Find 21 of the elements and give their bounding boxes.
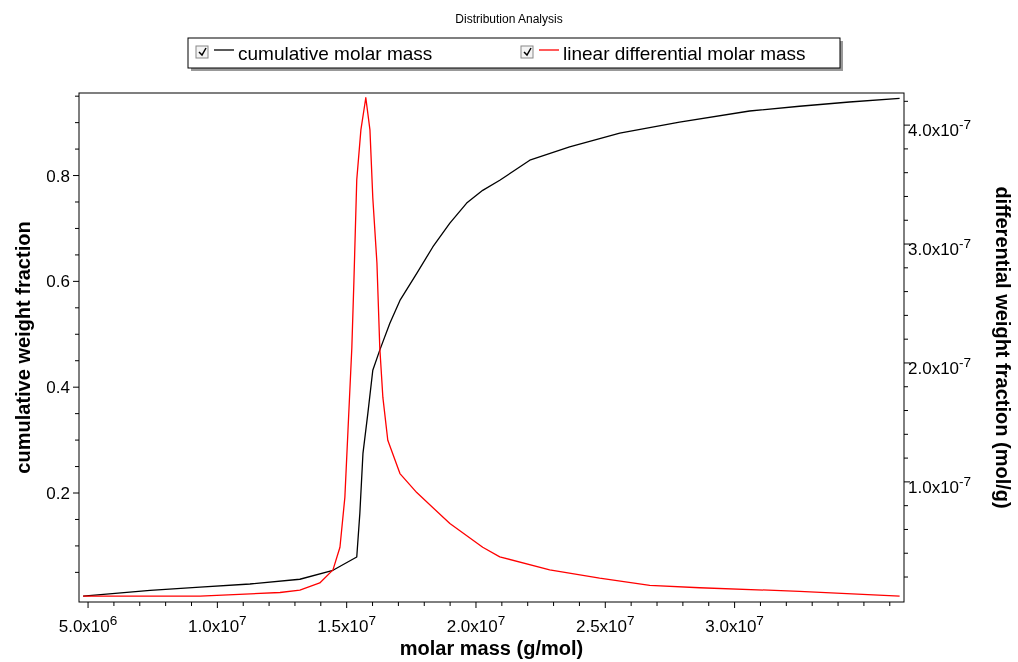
line-series bbox=[82, 97, 901, 597]
y2-tick-label: 2.0x10$^{-7}$ bbox=[908, 354, 972, 378]
x-tick-label: 2.5x10$^{7}$ bbox=[575, 612, 635, 636]
x-tick-label: 1.0x10$^{7}$ bbox=[188, 612, 247, 636]
x-tick-label: 3.0x10$^{7}$ bbox=[705, 612, 764, 636]
y-tick-label: 0.2 bbox=[46, 484, 70, 503]
legend-label: cumulative molar mass bbox=[238, 43, 433, 64]
x-axis-title: molar mass (g/mol) bbox=[399, 637, 584, 659]
y-tick-label: 0.6 bbox=[46, 272, 70, 292]
y-tick-label: 0.4 bbox=[46, 378, 70, 398]
y2-axis-title: differential weight fraction (mol/g) bbox=[992, 186, 1014, 509]
y-axis-title: cumulative weight fraction bbox=[12, 221, 34, 474]
y2-tick-label: 3.0x10$^{-7}$ bbox=[908, 235, 972, 260]
chart-title: Distribution Analysis bbox=[455, 12, 563, 26]
y2-tick-label: 1.0x10$^{-7}$ bbox=[908, 473, 972, 497]
x-tick-label: 1.5x10$^{7}$ bbox=[317, 612, 376, 636]
y2-tick-label: 4.0x10$^{-7}$ bbox=[908, 116, 972, 141]
y-tick-label: 0.8 bbox=[46, 166, 70, 186]
x-tick-label: 2.0x10$^{7}$ bbox=[446, 612, 506, 636]
x-tick-label: 5.0x10$^{6}$ bbox=[58, 612, 118, 636]
legend-label: linear differential molar mass bbox=[563, 43, 806, 64]
